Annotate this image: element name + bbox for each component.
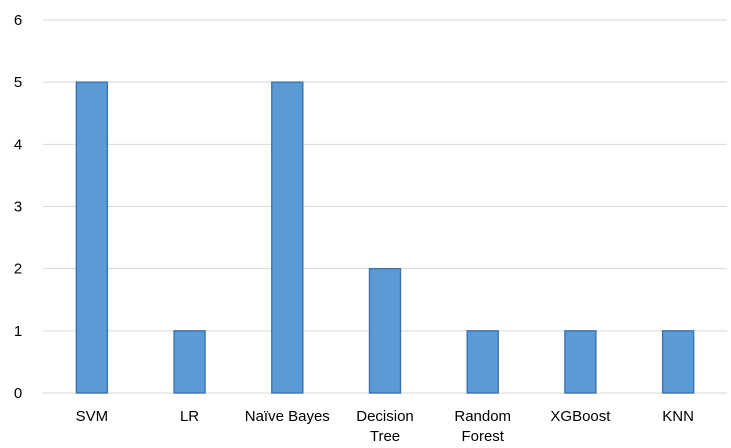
x-tick-label: SVM <box>76 408 109 425</box>
x-tick-label: Decision <box>356 408 414 425</box>
x-tick-label: LR <box>180 408 199 425</box>
x-axis-tick-labels: SVM LR Naïve Bayes Decision Tree Random Forest… <box>76 408 694 445</box>
bar-svm <box>75 81 109 394</box>
x-tick-label: KNN <box>662 408 694 425</box>
bar-knn <box>661 330 695 394</box>
bar-lr <box>173 330 206 394</box>
bar-random-forest <box>466 330 499 394</box>
x-tick-label: Tree <box>370 428 400 445</box>
y-tick-label: 5 <box>14 74 22 91</box>
x-tick-label: Naïve Bayes <box>245 408 330 425</box>
bar-decision-tree <box>368 267 402 394</box>
y-tick-label: 1 <box>14 323 22 340</box>
x-tick-label: Forest <box>461 428 504 445</box>
bar-naïve-bayes <box>271 81 304 394</box>
bar-xgboost <box>564 330 597 394</box>
bars <box>75 81 695 394</box>
x-tick-label: Random <box>454 408 511 425</box>
x-tick-label: XGBoost <box>550 408 611 425</box>
y-tick-label: 4 <box>14 136 22 153</box>
y-tick-label: 0 <box>14 385 22 402</box>
y-axis-tick-labels: 0 1 2 3 4 5 6 <box>14 12 22 402</box>
y-tick-label: 2 <box>14 261 22 278</box>
y-tick-label: 3 <box>14 199 22 216</box>
y-tick-label: 6 <box>14 12 22 29</box>
